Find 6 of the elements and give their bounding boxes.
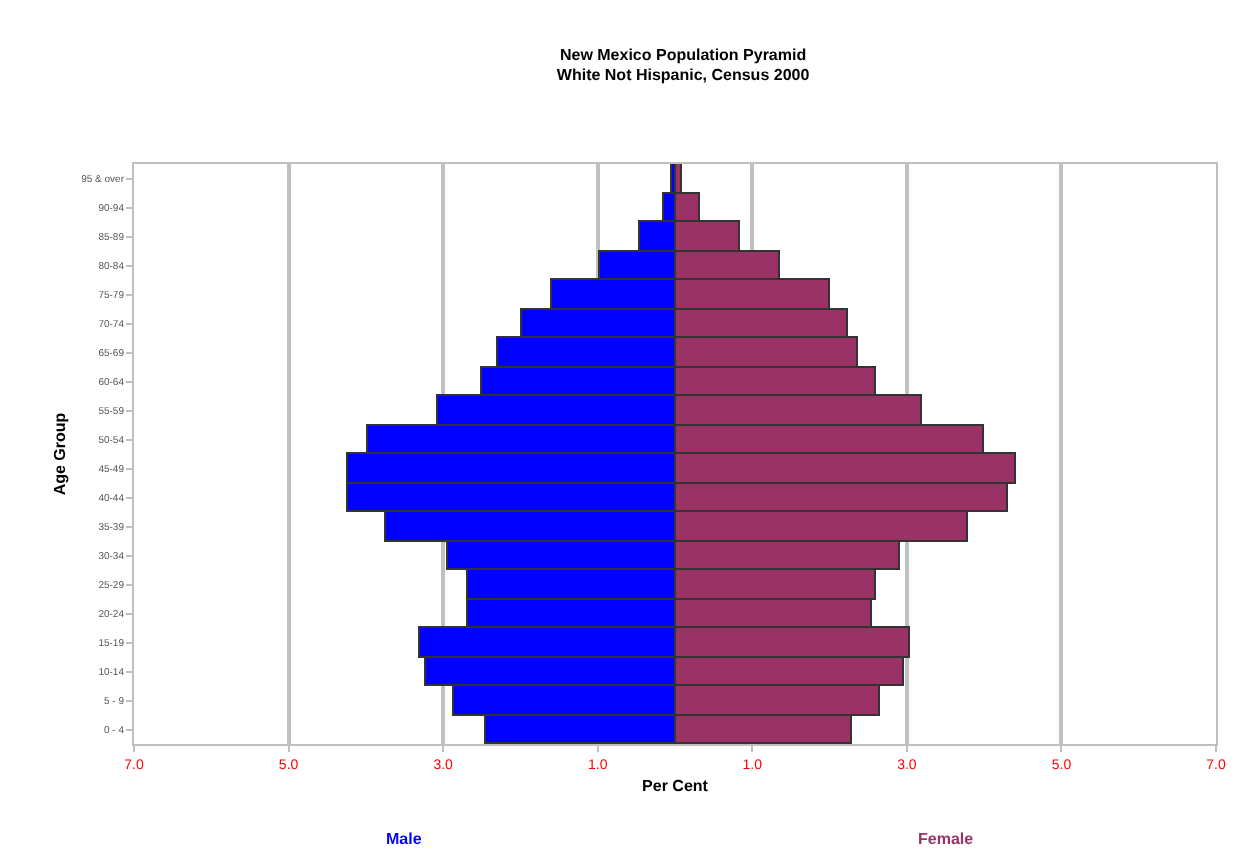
text: Male: [386, 830, 423, 848]
chart-subtitle: White Not Hispanic, Census 2000: [556, 66, 811, 85]
text: Female: [918, 830, 975, 848]
x-axis-title: Per Cent: [642, 777, 709, 795]
y-axis-title: Age Group: [50, 412, 69, 496]
chart-title: New Mexico Population Pyramid: [559, 45, 807, 64]
